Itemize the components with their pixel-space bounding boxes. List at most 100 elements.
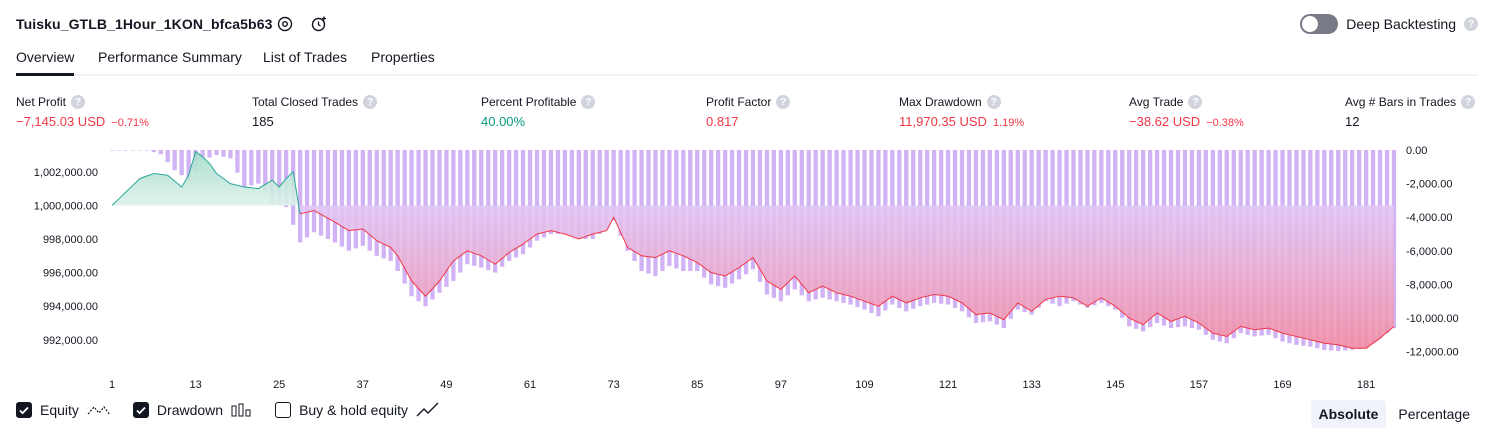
drawdown-bar xyxy=(165,150,170,163)
info-icon[interactable]: ? xyxy=(71,95,86,109)
drawdown-bar xyxy=(374,150,379,256)
drawdown-bar xyxy=(214,150,219,155)
drawdown-bar xyxy=(256,150,261,184)
view-mode-switch: Absolute Percentage xyxy=(1310,400,1479,428)
x-axis-tick-label: 61 xyxy=(524,379,536,391)
drawdown-checkbox[interactable] xyxy=(132,402,149,418)
x-axis-tick-label: 25 xyxy=(273,379,285,391)
drawdown-bar xyxy=(541,150,547,238)
tab-overview[interactable]: Overview xyxy=(16,49,75,76)
drawdown-bar xyxy=(513,150,519,258)
tab-properties[interactable]: Properties xyxy=(371,49,435,65)
left-axis-tick-label: 998,000.00 xyxy=(43,234,98,246)
help-icon[interactable]: ? xyxy=(1464,17,1478,31)
drawdown-bar xyxy=(151,150,156,153)
left-axis-tick-label: 1,000,000.00 xyxy=(34,200,98,212)
info-icon[interactable]: ? xyxy=(986,95,1001,109)
metric-label: Max Drawdown xyxy=(899,95,982,109)
chart-legend: Equity Drawdown Buy & hold equity xyxy=(16,402,462,418)
left-axis-tick-label: 996,000.00 xyxy=(43,268,98,280)
equity-checkbox[interactable] xyxy=(16,402,32,418)
equity-line-up xyxy=(111,150,301,214)
metric-label: Profit Factor xyxy=(706,95,772,109)
info-icon[interactable]: ? xyxy=(581,95,596,109)
drawdown-bar xyxy=(270,150,275,204)
drawdown-bar xyxy=(228,150,233,159)
metric-net-profit: Net Profit? −7,145.03 USD −0.71% xyxy=(16,94,149,129)
drawdown-bar xyxy=(576,150,581,239)
deep-backtesting: Deep Backtesting ? xyxy=(1300,14,1478,34)
drawdown-bar xyxy=(360,150,365,246)
drawdown-bar xyxy=(200,150,205,161)
drawdown-bar xyxy=(548,150,554,234)
drawdown-bar xyxy=(311,150,317,233)
legend-buy-hold[interactable]: Buy & hold equity xyxy=(275,402,440,418)
drawdown-bar xyxy=(562,150,567,234)
buy-hold-line-icon xyxy=(416,402,439,417)
drawdown-bar xyxy=(332,150,338,243)
info-icon[interactable]: ? xyxy=(776,95,791,109)
equity-line-icon xyxy=(87,406,111,416)
drawdown-bar xyxy=(569,150,574,237)
percentage-button[interactable]: Percentage xyxy=(1398,406,1470,422)
drawdown-bar xyxy=(263,150,268,194)
drawdown-bar xyxy=(325,150,331,239)
right-axis-tick-label: 0.00 xyxy=(1406,145,1427,157)
toggle-knob xyxy=(1302,16,1319,32)
metric-avg-bars: Avg # Bars in Trades? 12 xyxy=(1345,94,1476,129)
header: Tuisku_GTLB_1Hour_1KON_bfca5b63 Deep Bac… xyxy=(16,10,1478,40)
tab-performance-summary[interactable]: Performance Summary xyxy=(98,49,242,65)
info-icon[interactable]: ? xyxy=(1461,95,1476,109)
x-axis-tick-label: 181 xyxy=(1357,379,1375,391)
legend-equity-label: Equity xyxy=(40,402,79,418)
drawdown-bar xyxy=(611,150,616,221)
buy-hold-checkbox[interactable] xyxy=(275,402,292,418)
x-axis-tick-label: 109 xyxy=(855,379,873,391)
x-axis-tick-label: 13 xyxy=(189,379,201,391)
drawdown-bar xyxy=(172,150,177,171)
drawdown-bar xyxy=(555,150,561,234)
drawdown-bar xyxy=(207,150,212,158)
metric-label: Total Closed Trades xyxy=(252,95,359,109)
metric-avg-trade: Avg Trade? −38.62 USD −0.38% xyxy=(1129,94,1244,129)
drawdown-bar xyxy=(318,150,324,236)
x-axis-tick-label: 85 xyxy=(691,379,703,391)
deep-backtesting-toggle[interactable] xyxy=(1300,14,1339,34)
x-axis-tick-label: 157 xyxy=(1190,379,1208,391)
add-alert-clock-icon[interactable] xyxy=(308,13,330,35)
legend-drawdown[interactable]: Drawdown xyxy=(132,402,253,418)
drawdown-bar xyxy=(130,150,135,151)
absolute-button[interactable]: Absolute xyxy=(1310,400,1387,428)
legend-equity[interactable]: Equity xyxy=(16,402,111,418)
drawdown-bar xyxy=(298,150,303,243)
metric-label: Avg # Bars in Trades xyxy=(1345,95,1457,109)
drawdown-bar xyxy=(277,150,282,206)
x-axis-tick-label: 145 xyxy=(1106,379,1124,391)
equity-gain-area xyxy=(112,151,301,214)
deep-backtesting-label: Deep Backtesting xyxy=(1346,16,1456,32)
x-axis-tick-label: 97 xyxy=(775,379,787,391)
drawdown-bars-icon xyxy=(231,403,251,417)
info-icon[interactable]: ? xyxy=(1188,95,1203,109)
left-axis-tick-label: 1,002,000.00 xyxy=(34,167,98,179)
tab-list-of-trades[interactable]: List of Trades xyxy=(263,49,348,65)
legend-buy-hold-label: Buy & hold equity xyxy=(299,402,409,418)
info-icon[interactable]: ? xyxy=(363,95,378,109)
drawdown-bar xyxy=(186,150,191,181)
equity-drawdown-chart[interactable]: 1,002,000.00 1,000,000.00 998,000.00 996,00… xyxy=(0,140,1494,396)
metric-max-drawdown: Max Drawdown? 11,970.35 USD 1.19% xyxy=(899,94,1024,129)
x-axis-tick-label: 73 xyxy=(608,379,620,391)
legend-drawdown-label: Drawdown xyxy=(156,402,224,418)
drawdown-bar xyxy=(604,150,609,229)
drawdown-bar xyxy=(590,150,595,239)
drawdown-bar xyxy=(235,150,240,173)
equity-loss-area xyxy=(300,205,1395,349)
metric-value: −7,145.03 USD xyxy=(16,114,106,129)
drawdown-bar xyxy=(137,150,142,151)
metric-value: −38.62 USD xyxy=(1129,114,1201,129)
right-axis-tick-label: -8,000.00 xyxy=(1406,279,1452,291)
metric-percent-profitable: Percent Profitable? 40.00% xyxy=(481,94,596,129)
settings-gear-icon[interactable] xyxy=(274,13,296,35)
drawdown-bar xyxy=(367,150,372,251)
right-axis-tick-label: -4,000.00 xyxy=(1406,212,1452,224)
